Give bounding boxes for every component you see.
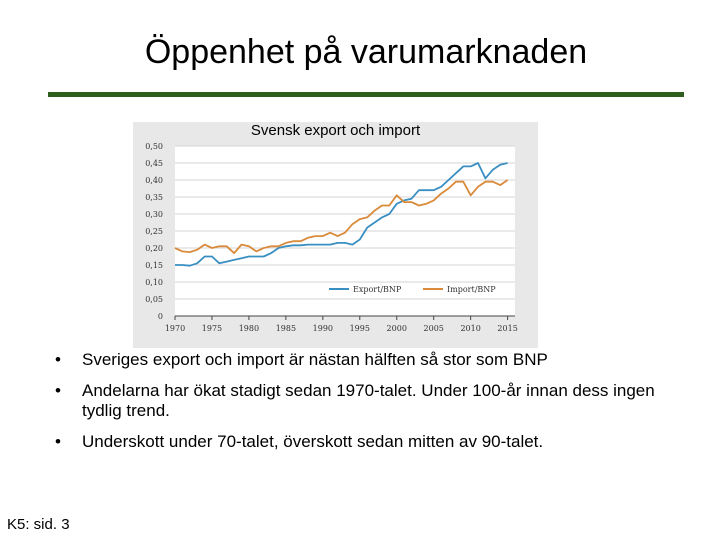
slide-footer: K5: sid. 3 — [7, 516, 70, 533]
bullet-text: Andelarna har ökat stadigt sedan 1970-ta… — [82, 381, 655, 420]
y-tick-label: 0 — [158, 312, 163, 321]
bullet-item: • Sveriges export och import är nästan h… — [55, 350, 695, 370]
y-tick-label: 0,05 — [145, 295, 163, 304]
x-tick-label: 2015 — [497, 324, 517, 333]
chart-title: Svensk export och import — [250, 122, 421, 139]
slide-title: Öppenhet på varumarknaden — [144, 33, 588, 71]
x-tick-label: 2000 — [387, 324, 407, 333]
y-tick-label: 0,40 — [145, 176, 163, 185]
x-tick-label: 1985 — [276, 324, 296, 333]
x-tick-label: 1980 — [239, 324, 259, 333]
x-tick-label: 1970 — [165, 324, 185, 333]
y-tick-label: 0,50 — [145, 142, 163, 151]
x-tick-label: 1990 — [313, 324, 333, 333]
x-tick-label: 1995 — [350, 324, 370, 333]
y-tick-label: 0,20 — [145, 244, 163, 253]
y-tick-label: 0,45 — [145, 159, 163, 168]
bullet-marker: • — [55, 381, 61, 400]
y-tick-label: 0,25 — [145, 227, 163, 236]
bullet-marker: • — [55, 350, 61, 369]
bullet-item: • Andelarna har ökat stadigt sedan 1970-… — [55, 381, 695, 421]
y-tick-label: 0,10 — [145, 278, 163, 287]
legend-label: Export/BNP — [353, 285, 402, 294]
y-tick-label: 0,35 — [145, 193, 163, 202]
series-line — [174, 179, 509, 255]
bullet-text: Underskott under 70-talet, överskott sed… — [82, 432, 544, 451]
title-divider — [48, 92, 684, 97]
y-tick-label: 0,30 — [145, 210, 163, 219]
bullet-list: • Sveriges export och import är nästan h… — [55, 350, 695, 463]
line-chart: 0 0,05 0,10 0,15 0,20 0,25 0,30 0,35 0,40 0,45 0,5… — [145, 142, 518, 333]
x-tick-label: 2010 — [460, 324, 480, 333]
x-tick-label: 1975 — [202, 324, 222, 333]
y-tick-label: 0,15 — [145, 261, 163, 270]
series-line — [175, 162, 508, 267]
bullet-text: Sveriges export och import är nästan häl… — [82, 350, 548, 369]
bullet-marker: • — [55, 432, 61, 451]
x-tick-label: 2005 — [424, 324, 444, 333]
chart-panel: 0 0,05 0,10 0,15 0,20 0,25 0,30 0,35 0,40 0,45 0,5… — [133, 122, 538, 348]
bullet-item: • Underskott under 70-talet, överskott s… — [55, 432, 695, 452]
legend-label: Import/BNP — [447, 285, 496, 294]
